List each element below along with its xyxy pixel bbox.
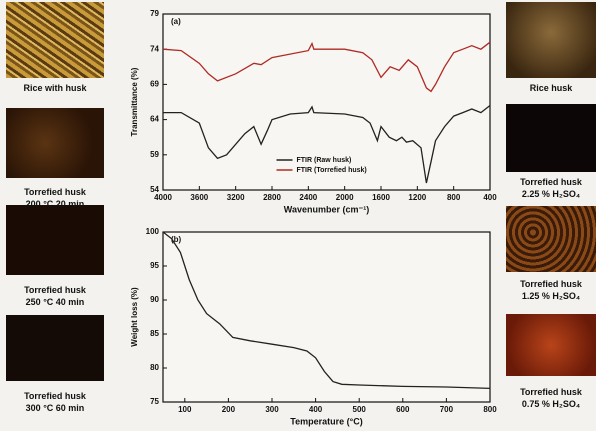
x-tick-label: 3600 xyxy=(190,193,208,202)
x-tick-label: 2400 xyxy=(299,193,317,202)
y-tick-label: 80 xyxy=(150,363,159,372)
y-axis-label: Transmittance (%) xyxy=(130,67,139,136)
x-tick-label: 400 xyxy=(309,405,323,414)
y-tick-label: 100 xyxy=(146,227,160,236)
x-tick-label: 700 xyxy=(440,405,454,414)
x-tick-label: 500 xyxy=(353,405,367,414)
y-tick-label: 69 xyxy=(150,80,159,89)
y-tick-label: 64 xyxy=(150,115,159,124)
plot-frame xyxy=(163,232,490,402)
legend-label: FTIR (Torrefied husk) xyxy=(297,167,367,174)
x-tick-label: 2000 xyxy=(336,193,354,202)
x-tick-label: 4000 xyxy=(154,193,172,202)
legend-label: FTIR (Raw husk) xyxy=(297,157,352,164)
x-tick-label: 3200 xyxy=(227,193,245,202)
x-tick-label: 300 xyxy=(265,405,279,414)
y-tick-label: 59 xyxy=(150,150,159,159)
y-tick-label: 95 xyxy=(150,261,159,270)
y-tick-label: 74 xyxy=(150,44,159,53)
x-axis-label: Wavenumber (cm⁻¹) xyxy=(284,204,369,214)
x-axis-label: Temperature (°C) xyxy=(290,416,362,426)
y-tick-label: 75 xyxy=(150,397,159,406)
charts: 5459646974794000360032002800240020001600… xyxy=(0,0,596,431)
panel-label: (a) xyxy=(171,17,181,26)
y-axis-label: Weight loss (%) xyxy=(130,287,139,347)
x-tick-label: 400 xyxy=(483,193,497,202)
y-tick-label: 90 xyxy=(150,295,159,304)
y-tick-label: 85 xyxy=(150,329,159,338)
x-tick-label: 600 xyxy=(396,405,410,414)
page: Rice with huskTorrefied husk200 °C 20 mi… xyxy=(0,0,596,431)
x-tick-label: 800 xyxy=(483,405,497,414)
x-tick-label: 1600 xyxy=(372,193,390,202)
y-tick-label: 79 xyxy=(150,9,159,18)
x-tick-label: 100 xyxy=(178,405,192,414)
x-tick-label: 1200 xyxy=(408,193,426,202)
x-tick-label: 200 xyxy=(222,405,236,414)
x-tick-label: 2800 xyxy=(263,193,281,202)
x-tick-label: 800 xyxy=(447,193,461,202)
